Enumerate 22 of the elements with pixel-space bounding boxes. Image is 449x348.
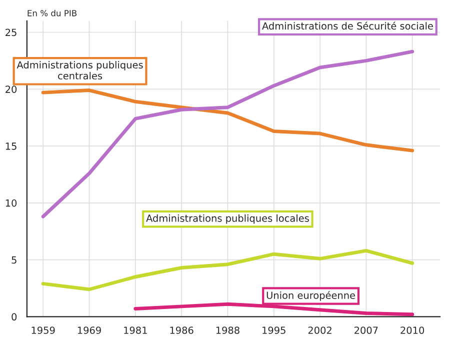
y-tick-label: 0 <box>12 313 17 321</box>
line-series <box>41 248 414 292</box>
series-label: Union européenne <box>266 291 356 301</box>
x-tick-label: 2002 <box>308 326 332 334</box>
x-tick-label: 1995 <box>262 326 286 334</box>
x-tick-label: 2010 <box>400 326 424 334</box>
text: Administrations publiques locales <box>146 214 309 224</box>
y-tick-label: 20 <box>6 86 17 93</box>
x-tick-label: 1959 <box>32 326 55 334</box>
line-series <box>41 88 414 152</box>
y-axis-title: En % du PIB <box>28 10 77 16</box>
y-tick-label: 5 <box>12 256 16 264</box>
x-tick-label: 1981 <box>124 326 147 334</box>
x-tick-label: 1969 <box>78 326 101 334</box>
y-tick-label: 10 <box>6 199 17 207</box>
y-tick-label: 25 <box>6 28 16 36</box>
text: Administrations de Sécurité sociale <box>262 22 433 30</box>
text: Administrations publiques centrales <box>16 61 143 80</box>
x-tick-label: 1988 <box>216 326 240 334</box>
x-tick-label: 2007 <box>354 326 378 334</box>
y-tick-label: 15 <box>6 142 16 150</box>
x-tick-label: 1986 <box>170 326 194 334</box>
